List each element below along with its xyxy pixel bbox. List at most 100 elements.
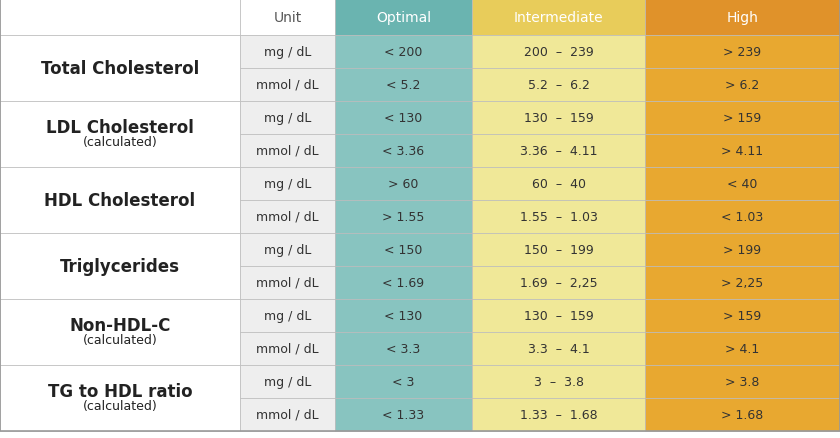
- Text: > 6.2: > 6.2: [726, 79, 759, 92]
- Bar: [645, 168, 840, 201]
- Bar: [240, 299, 335, 332]
- Bar: [472, 102, 645, 135]
- Bar: [335, 102, 472, 135]
- Bar: [240, 266, 335, 299]
- Text: < 130: < 130: [385, 309, 423, 322]
- Text: < 40: < 40: [727, 177, 758, 191]
- Text: < 1.03: < 1.03: [722, 211, 764, 223]
- Text: < 200: < 200: [385, 46, 423, 59]
- Bar: [335, 0, 472, 36]
- Text: mg / dL: mg / dL: [264, 112, 311, 125]
- Bar: [645, 332, 840, 365]
- Bar: [335, 135, 472, 168]
- Text: < 130: < 130: [385, 112, 423, 125]
- Bar: [240, 102, 335, 135]
- Bar: [0, 0, 240, 36]
- Text: 3  –  3.8: 3 – 3.8: [533, 375, 584, 388]
- Bar: [472, 299, 645, 332]
- Text: Intermediate: Intermediate: [514, 11, 603, 25]
- Bar: [0, 102, 240, 168]
- Bar: [472, 135, 645, 168]
- Text: > 3.8: > 3.8: [725, 375, 759, 388]
- Bar: [335, 299, 472, 332]
- Text: Unit: Unit: [273, 11, 302, 25]
- Text: (calculated): (calculated): [82, 333, 157, 346]
- Text: > 199: > 199: [723, 244, 762, 256]
- Bar: [645, 233, 840, 266]
- Bar: [0, 299, 240, 365]
- Bar: [335, 332, 472, 365]
- Bar: [645, 69, 840, 102]
- Bar: [645, 0, 840, 36]
- Bar: [0, 168, 240, 233]
- Bar: [472, 69, 645, 102]
- Bar: [645, 201, 840, 233]
- Text: mg / dL: mg / dL: [264, 244, 311, 256]
- Bar: [645, 398, 840, 431]
- Text: > 159: > 159: [723, 309, 762, 322]
- Text: mmol / dL: mmol / dL: [256, 145, 319, 158]
- Text: < 5.2: < 5.2: [386, 79, 421, 92]
- Bar: [0, 36, 240, 102]
- Text: mg / dL: mg / dL: [264, 177, 311, 191]
- Bar: [645, 266, 840, 299]
- Text: 5.2  –  6.2: 5.2 – 6.2: [528, 79, 590, 92]
- Text: 1.33  –  1.68: 1.33 – 1.68: [520, 408, 597, 421]
- Bar: [472, 233, 645, 266]
- Text: < 1.69: < 1.69: [382, 276, 424, 290]
- Bar: [240, 233, 335, 266]
- Text: HDL Cholesterol: HDL Cholesterol: [45, 191, 196, 209]
- Text: 1.69  –  2,25: 1.69 – 2,25: [520, 276, 597, 290]
- Bar: [240, 36, 335, 69]
- Bar: [240, 168, 335, 201]
- Bar: [0, 233, 240, 299]
- Text: (calculated): (calculated): [82, 399, 157, 412]
- Bar: [472, 0, 645, 36]
- Text: > 2,25: > 2,25: [722, 276, 764, 290]
- Bar: [335, 201, 472, 233]
- Bar: [335, 365, 472, 398]
- Bar: [335, 398, 472, 431]
- Text: 200  –  239: 200 – 239: [523, 46, 593, 59]
- Text: mmol / dL: mmol / dL: [256, 342, 319, 355]
- Text: > 239: > 239: [723, 46, 762, 59]
- Bar: [0, 365, 240, 431]
- Bar: [472, 266, 645, 299]
- Text: < 150: < 150: [385, 244, 423, 256]
- Bar: [335, 69, 472, 102]
- Text: Total Cholesterol: Total Cholesterol: [41, 60, 199, 78]
- Text: > 1.55: > 1.55: [382, 211, 425, 223]
- Text: Triglycerides: Triglycerides: [60, 258, 180, 276]
- Text: LDL Cholesterol: LDL Cholesterol: [46, 118, 194, 136]
- Text: > 4.1: > 4.1: [726, 342, 759, 355]
- Text: mg / dL: mg / dL: [264, 375, 311, 388]
- Text: 130  –  159: 130 – 159: [523, 112, 593, 125]
- Bar: [240, 201, 335, 233]
- Text: < 3.3: < 3.3: [386, 342, 421, 355]
- Bar: [472, 365, 645, 398]
- Text: 1.55  –  1.03: 1.55 – 1.03: [520, 211, 597, 223]
- Text: < 3.36: < 3.36: [382, 145, 424, 158]
- Text: > 60: > 60: [388, 177, 418, 191]
- Text: (calculated): (calculated): [82, 135, 157, 148]
- Text: mmol / dL: mmol / dL: [256, 276, 319, 290]
- Bar: [240, 365, 335, 398]
- Bar: [240, 135, 335, 168]
- Bar: [472, 201, 645, 233]
- Text: > 4.11: > 4.11: [722, 145, 764, 158]
- Text: Optimal: Optimal: [376, 11, 431, 25]
- Bar: [472, 398, 645, 431]
- Text: Non-HDL-C: Non-HDL-C: [70, 316, 171, 334]
- Text: < 3: < 3: [392, 375, 415, 388]
- Text: > 1.68: > 1.68: [722, 408, 764, 421]
- Text: TG to HDL ratio: TG to HDL ratio: [48, 382, 192, 400]
- Text: 3.36  –  4.11: 3.36 – 4.11: [520, 145, 597, 158]
- Bar: [335, 168, 472, 201]
- Bar: [645, 299, 840, 332]
- Text: mg / dL: mg / dL: [264, 309, 311, 322]
- Text: 150  –  199: 150 – 199: [523, 244, 593, 256]
- Bar: [645, 365, 840, 398]
- Bar: [472, 168, 645, 201]
- Bar: [335, 233, 472, 266]
- Text: High: High: [727, 11, 759, 25]
